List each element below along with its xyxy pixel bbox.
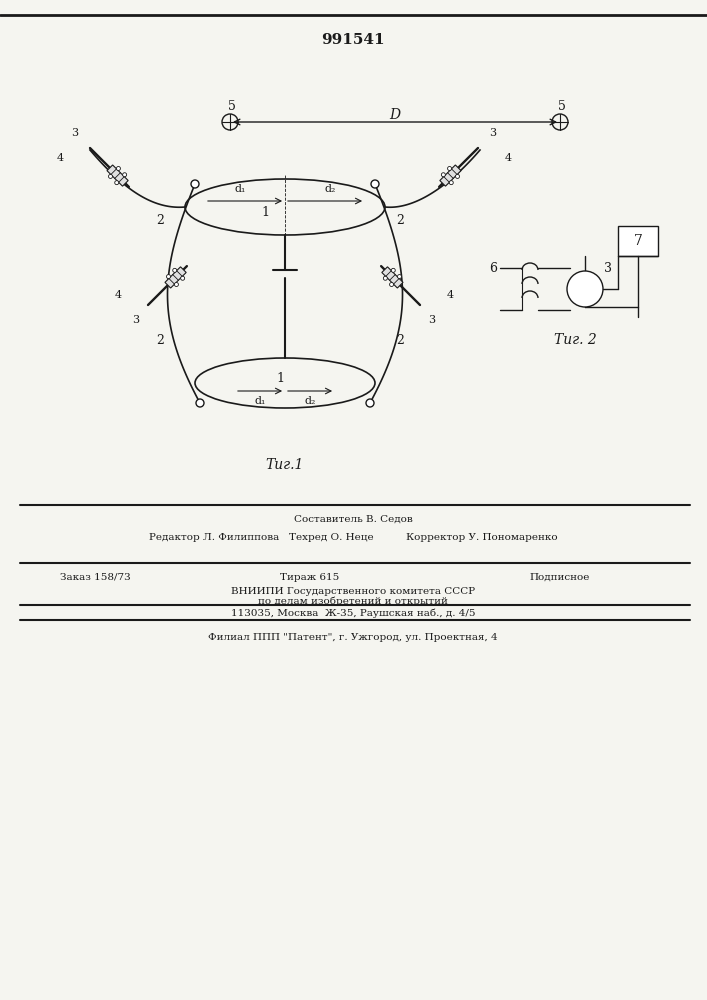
- Circle shape: [391, 268, 395, 272]
- Text: 2: 2: [396, 334, 404, 347]
- Text: Филиал ППП "Патент", г. Ужгород, ул. Проектная, 4: Филиал ППП "Патент", г. Ужгород, ул. Про…: [208, 633, 498, 642]
- Circle shape: [366, 399, 374, 407]
- Text: 3: 3: [132, 315, 139, 325]
- Text: d₂: d₂: [304, 396, 316, 406]
- Text: 6: 6: [489, 261, 497, 274]
- Circle shape: [449, 181, 453, 185]
- Text: Редактор Л. Филиппова   Техред О. Неце          Корректор У. Пономаренко: Редактор Л. Филиппова Техред О. Неце Кор…: [148, 533, 557, 542]
- Circle shape: [196, 399, 204, 407]
- Text: 4: 4: [504, 153, 512, 163]
- Circle shape: [371, 180, 379, 188]
- Text: 2: 2: [396, 214, 404, 227]
- Text: d₂: d₂: [325, 184, 336, 194]
- Text: 2: 2: [156, 214, 164, 227]
- Circle shape: [455, 174, 460, 178]
- Circle shape: [397, 275, 402, 279]
- Text: 7: 7: [633, 234, 643, 248]
- Text: ВНИИПИ Государственного комитета СССР: ВНИИПИ Государственного комитета СССР: [231, 587, 475, 596]
- Circle shape: [115, 181, 119, 185]
- Text: D: D: [390, 108, 401, 122]
- Text: 113035, Москва  Ж-35, Раушская наб., д. 4/5: 113035, Москва Ж-35, Раушская наб., д. 4…: [230, 608, 475, 617]
- Circle shape: [383, 276, 387, 280]
- Text: Заказ 158/73: Заказ 158/73: [60, 573, 131, 582]
- Circle shape: [173, 268, 177, 272]
- Text: d₁: d₁: [234, 184, 246, 194]
- Text: 4: 4: [57, 153, 64, 163]
- Text: 4: 4: [115, 290, 122, 300]
- Circle shape: [117, 167, 120, 171]
- Polygon shape: [440, 165, 461, 186]
- Text: d₁: d₁: [255, 396, 266, 406]
- Text: 4: 4: [446, 290, 454, 300]
- Text: Составитель В. Седов: Составитель В. Седов: [293, 515, 412, 524]
- Text: 1: 1: [261, 206, 269, 219]
- Circle shape: [181, 276, 185, 280]
- Circle shape: [448, 167, 452, 171]
- Text: по делам изобретений и открытий: по делам изобретений и открытий: [258, 597, 448, 606]
- Text: Подписное: Подписное: [530, 573, 590, 582]
- Circle shape: [175, 282, 178, 286]
- Polygon shape: [107, 165, 128, 186]
- Circle shape: [567, 271, 603, 307]
- Text: 5: 5: [228, 100, 236, 112]
- Circle shape: [167, 275, 170, 279]
- Text: 3: 3: [71, 128, 78, 138]
- Text: 3: 3: [428, 315, 436, 325]
- Text: Τиг.1: Τиг.1: [266, 458, 304, 472]
- FancyBboxPatch shape: [618, 226, 658, 256]
- Text: 1: 1: [276, 371, 284, 384]
- Text: 5: 5: [558, 100, 566, 112]
- Text: 3: 3: [604, 261, 612, 274]
- Circle shape: [122, 173, 127, 177]
- Text: 2: 2: [156, 334, 164, 347]
- Text: Τиг. 2: Τиг. 2: [554, 333, 597, 347]
- Circle shape: [191, 180, 199, 188]
- Polygon shape: [382, 267, 403, 288]
- Text: 3: 3: [489, 128, 496, 138]
- Circle shape: [390, 282, 394, 286]
- Text: Тираж 615: Тираж 615: [281, 573, 339, 582]
- Polygon shape: [165, 267, 186, 288]
- Circle shape: [441, 173, 445, 177]
- Text: 991541: 991541: [321, 33, 385, 47]
- Circle shape: [108, 174, 112, 178]
